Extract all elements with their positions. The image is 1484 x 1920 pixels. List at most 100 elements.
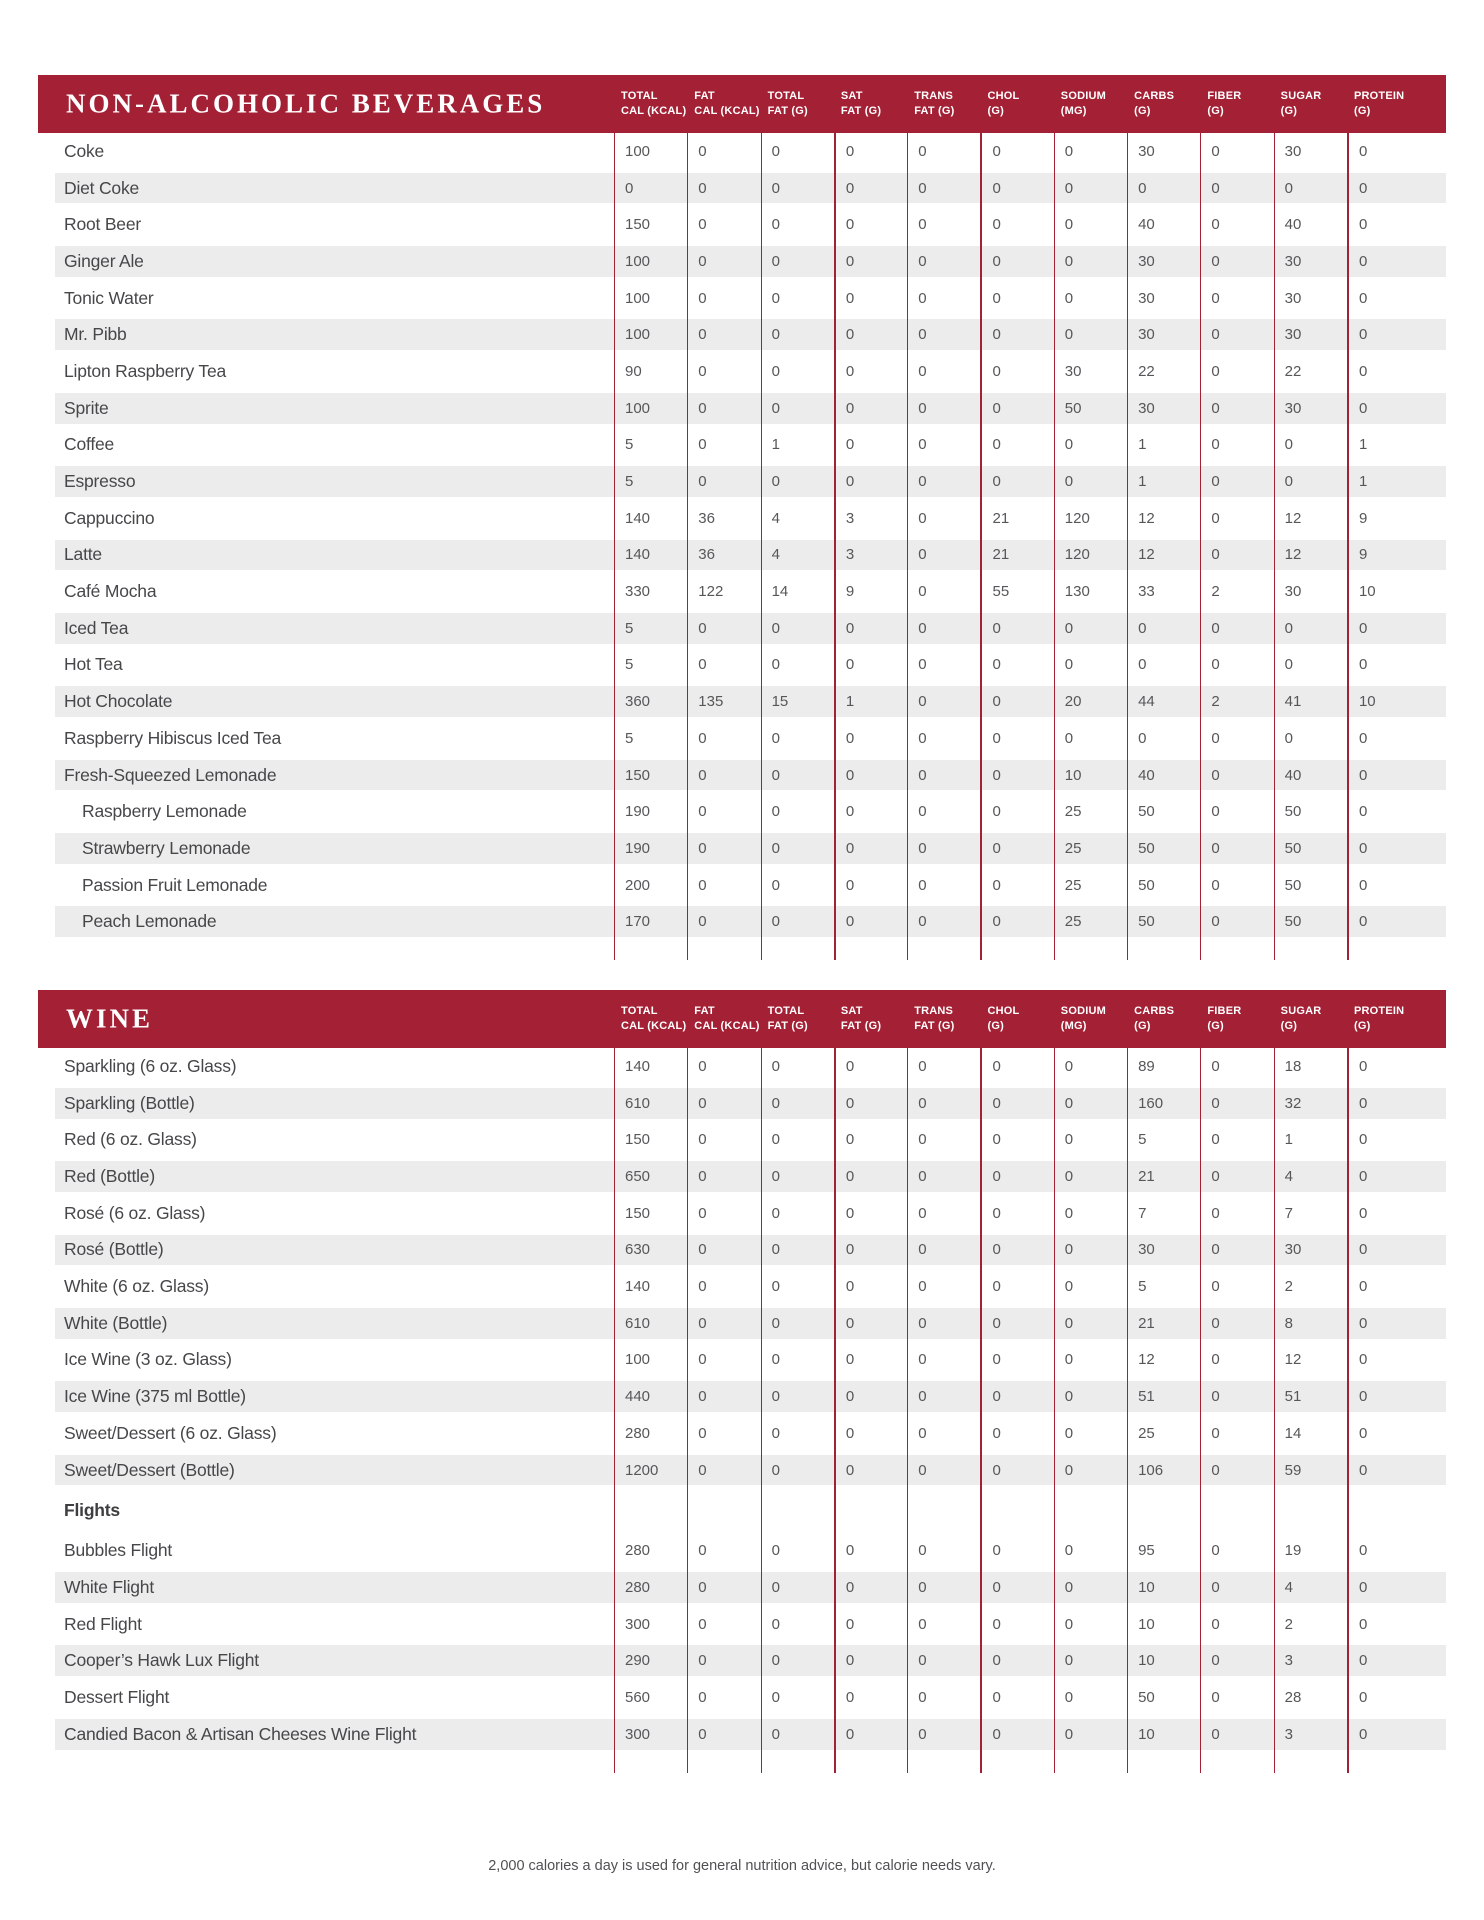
value-cell: 0 — [833, 609, 907, 647]
value-cell — [980, 1488, 1053, 1533]
value-cell: 1 — [1127, 463, 1200, 500]
value-cell: 0 — [907, 133, 980, 170]
value-cell: 0 — [1346, 1341, 1446, 1379]
value-cell: 610 — [614, 1304, 687, 1342]
value-cell: 0 — [980, 243, 1053, 280]
value-cell: 560 — [614, 1679, 687, 1716]
value-cell: 0 — [687, 1451, 760, 1489]
value-cell: 30 — [1273, 573, 1347, 610]
value-cell: 122 — [687, 573, 760, 610]
value-cell: 0 — [907, 1158, 980, 1195]
value-cell: 0 — [907, 169, 980, 207]
value-cell: 0 — [833, 1084, 907, 1122]
value-cell: 0 — [980, 1451, 1053, 1489]
value-cell: 0 — [980, 720, 1053, 757]
value-cell: 89 — [1127, 1048, 1200, 1085]
value-cell: 1 — [1346, 463, 1446, 500]
value-cell: 0 — [1053, 1158, 1127, 1195]
value-cell: 14 — [1273, 1415, 1347, 1452]
value-cell: 0 — [980, 1679, 1053, 1716]
value-cell — [760, 1752, 834, 1773]
value-cell — [833, 1752, 907, 1773]
table-row: Lipton Raspberry Tea 90 0 0 0 0 0 30 22 0 22 0 — [38, 353, 1446, 390]
value-cell: 50 — [1127, 1679, 1200, 1716]
value-cell: 0 — [833, 720, 907, 757]
value-cell — [907, 940, 980, 961]
table-row: Iced Tea 5 0 0 0 0 0 0 0 0 0 0 — [38, 609, 1446, 647]
value-cell: 0 — [980, 1642, 1053, 1680]
value-cell: 30 — [1127, 279, 1200, 317]
table-row: Red Flight 300 0 0 0 0 0 0 10 0 2 0 — [38, 1605, 1446, 1643]
value-cell: 0 — [833, 1415, 907, 1452]
value-cell: 1 — [1127, 426, 1200, 464]
value-cell: 0 — [980, 316, 1053, 354]
value-cell: 140 — [614, 1268, 687, 1305]
value-cell: 0 — [1200, 1715, 1273, 1753]
value-cell: 12 — [1127, 536, 1200, 574]
value-cell: 0 — [1346, 866, 1446, 904]
value-cell: 0 — [687, 866, 760, 904]
value-cell: 280 — [614, 1569, 687, 1606]
item-name: Sparkling (6 oz. Glass) — [64, 1055, 237, 1076]
value-cell: 0 — [760, 1415, 834, 1452]
value-cell: 100 — [614, 243, 687, 280]
value-cell: 36 — [687, 499, 760, 537]
value-cell: 0 — [1273, 646, 1347, 684]
value-cell: 200 — [614, 866, 687, 904]
value-cell: 0 — [760, 1268, 834, 1305]
value-cell: 0 — [907, 463, 980, 500]
value-cell: 0 — [1346, 1048, 1446, 1085]
value-cell: 0 — [760, 206, 834, 244]
table-row: Red (6 oz. Glass) 150 0 0 0 0 0 0 5 0 1 0 — [38, 1121, 1446, 1159]
value-cell: 4 — [1273, 1158, 1347, 1195]
value-cell: 0 — [980, 609, 1053, 647]
value-cell: 0 — [1200, 756, 1273, 794]
table-rows: Coke 100 0 0 0 0 0 0 30 0 30 0 Diet Coke 0 0 0 0 0 0 0 0 0 0 0 R… — [38, 133, 1446, 961]
value-cell: 0 — [687, 426, 760, 464]
value-cell: 280 — [614, 1532, 687, 1570]
value-cell: 41 — [1273, 683, 1347, 720]
value-cell: 0 — [687, 1048, 760, 1085]
value-cell: 0 — [907, 389, 980, 427]
value-cell: 0 — [687, 463, 760, 500]
value-cell: 0 — [980, 1415, 1053, 1452]
value-cell: 0 — [1346, 1532, 1446, 1570]
value-cell: 0 — [1200, 353, 1273, 390]
value-cell: 0 — [833, 206, 907, 244]
value-cell: 10 — [1053, 756, 1127, 794]
value-cell: 0 — [907, 646, 980, 684]
value-cell: 0 — [980, 1378, 1053, 1415]
value-cell — [1127, 940, 1200, 961]
value-cell: 0 — [1200, 830, 1273, 867]
value-cell: 140 — [614, 1048, 687, 1085]
table-row: Root Beer 150 0 0 0 0 0 0 40 0 40 0 — [38, 206, 1446, 244]
value-cell: 0 — [687, 646, 760, 684]
value-cell: 280 — [614, 1415, 687, 1452]
item-name: White (Bottle) — [64, 1312, 168, 1333]
value-cell: 0 — [1346, 1194, 1446, 1232]
table-row: Coke 100 0 0 0 0 0 0 30 0 30 0 — [38, 133, 1446, 170]
value-cell: 0 — [1127, 169, 1200, 207]
value-cell: 0 — [1200, 1642, 1273, 1680]
value-cell — [1053, 1752, 1127, 1773]
value-cell — [833, 940, 907, 961]
value-cell: 12 — [1127, 1341, 1200, 1379]
value-cell: 30 — [1053, 353, 1127, 390]
table-header-band: NON-ALCOHOLIC BEVERAGES TOTAL CAL (kcal) F… — [38, 75, 1446, 133]
item-name: Sweet/Dessert (6 oz. Glass) — [64, 1422, 277, 1443]
item-name: Latte — [64, 544, 102, 565]
value-cell: 0 — [1346, 609, 1446, 647]
value-cell: 0 — [1346, 1158, 1446, 1195]
value-cell: 0 — [1053, 1642, 1127, 1680]
value-cell: 0 — [1200, 463, 1273, 500]
item-name: Lipton Raspberry Tea — [64, 360, 227, 381]
value-cell: 8 — [1273, 1304, 1347, 1342]
value-cell: 0 — [687, 1415, 760, 1452]
table-title: NON-ALCOHOLIC BEVERAGES — [66, 88, 546, 119]
value-cell: 0 — [1200, 720, 1273, 757]
table-header-band: WINE TOTAL CAL (kcal) FAT CAL (kcal) TOTAL FA… — [38, 990, 1446, 1049]
value-cell: 0 — [980, 1341, 1053, 1379]
value-cell: 0 — [907, 573, 980, 610]
value-cell: 1 — [760, 426, 834, 464]
value-cell: 0 — [760, 1231, 834, 1269]
